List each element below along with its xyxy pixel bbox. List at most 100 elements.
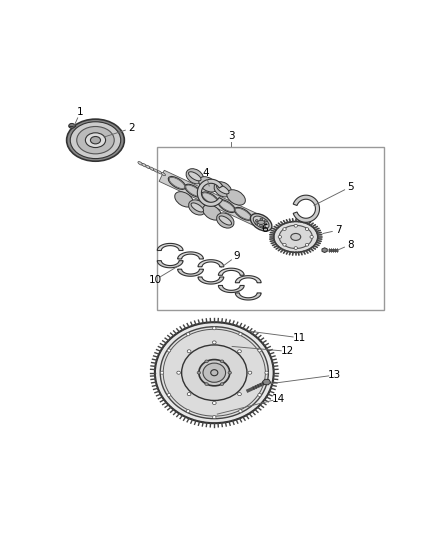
Ellipse shape [251,214,272,231]
Polygon shape [178,269,203,276]
Ellipse shape [278,236,282,238]
Text: 8: 8 [347,240,353,250]
Ellipse shape [146,165,150,168]
Ellipse shape [202,193,218,204]
Polygon shape [262,379,271,385]
Ellipse shape [291,233,301,240]
Ellipse shape [169,177,185,189]
Text: 6: 6 [261,224,268,234]
Ellipse shape [214,182,232,197]
Text: 11: 11 [293,333,306,343]
Ellipse shape [260,218,263,220]
Ellipse shape [188,172,201,181]
Ellipse shape [189,200,206,215]
Ellipse shape [220,360,224,362]
Ellipse shape [236,208,251,220]
Ellipse shape [163,329,265,416]
Text: 5: 5 [347,182,353,192]
Polygon shape [219,268,244,275]
Ellipse shape [279,225,312,248]
Ellipse shape [294,247,297,249]
Ellipse shape [255,223,258,225]
Ellipse shape [182,345,247,400]
Text: 9: 9 [233,251,240,261]
Ellipse shape [199,360,230,386]
Ellipse shape [187,333,190,336]
Polygon shape [235,293,261,300]
Ellipse shape [310,236,313,238]
Ellipse shape [265,371,268,374]
Ellipse shape [234,207,252,220]
Ellipse shape [191,203,204,212]
Text: 7: 7 [335,225,342,235]
Ellipse shape [142,164,146,167]
Ellipse shape [255,220,258,222]
Ellipse shape [203,205,221,220]
Bar [156,147,384,310]
Ellipse shape [67,119,124,161]
Ellipse shape [219,200,234,212]
Ellipse shape [175,192,193,207]
Ellipse shape [160,327,268,418]
Text: 13: 13 [328,370,342,380]
Ellipse shape [258,220,265,224]
Ellipse shape [264,223,267,225]
Polygon shape [157,244,183,251]
Ellipse shape [211,370,218,376]
Ellipse shape [203,363,226,382]
Ellipse shape [186,185,201,196]
Polygon shape [235,276,261,282]
Ellipse shape [155,322,274,423]
Ellipse shape [238,393,241,395]
Ellipse shape [153,169,158,172]
Polygon shape [198,179,223,206]
Text: 10: 10 [148,275,162,285]
Ellipse shape [201,192,219,205]
Polygon shape [219,286,244,293]
Ellipse shape [262,226,265,228]
Polygon shape [293,195,319,222]
Polygon shape [198,260,224,267]
Ellipse shape [167,393,171,397]
Ellipse shape [186,168,204,184]
Ellipse shape [212,416,216,418]
Ellipse shape [77,126,114,154]
Ellipse shape [265,220,267,222]
Text: 2: 2 [128,123,134,133]
Ellipse shape [138,161,143,165]
Polygon shape [178,252,203,259]
Polygon shape [159,170,266,229]
Ellipse shape [253,216,269,229]
Ellipse shape [258,349,261,352]
Ellipse shape [258,393,261,397]
Ellipse shape [69,124,75,128]
Polygon shape [198,277,224,284]
Ellipse shape [150,167,154,171]
Ellipse shape [212,327,216,330]
Ellipse shape [248,371,252,374]
Ellipse shape [227,190,245,205]
Ellipse shape [157,171,162,174]
Ellipse shape [205,360,208,362]
Ellipse shape [161,173,166,176]
Ellipse shape [283,228,286,230]
Ellipse shape [187,410,190,413]
Text: 1: 1 [77,107,84,117]
Polygon shape [322,248,327,253]
Ellipse shape [305,244,309,246]
Ellipse shape [160,371,164,374]
Ellipse shape [212,401,216,405]
Polygon shape [157,261,183,268]
Ellipse shape [238,350,241,353]
Ellipse shape [177,371,180,374]
Ellipse shape [260,224,262,227]
Text: 12: 12 [281,346,294,357]
Ellipse shape [167,349,171,352]
Ellipse shape [216,185,229,194]
Ellipse shape [168,176,186,189]
Ellipse shape [283,244,286,246]
Ellipse shape [212,341,216,344]
Ellipse shape [219,216,232,225]
Ellipse shape [205,383,208,385]
Ellipse shape [239,410,242,413]
